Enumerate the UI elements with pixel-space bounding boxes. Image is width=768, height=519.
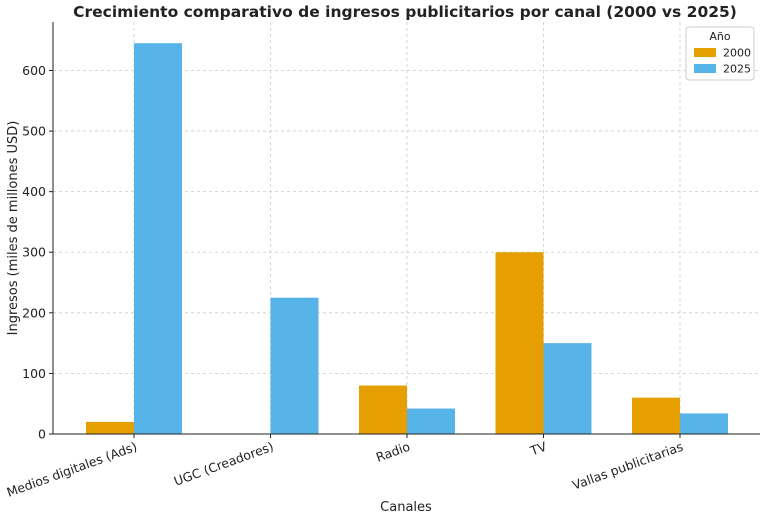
legend-swatch-2000 <box>694 48 716 57</box>
legend-swatch-2025 <box>694 64 716 73</box>
legend-items: 2000 2025 <box>694 47 751 76</box>
x-ticks: Medios digitales (Ads) UGC (Creadores) Rad… <box>5 434 685 500</box>
legend-title: Año <box>709 30 730 43</box>
bar-2000-4 <box>632 397 680 434</box>
x-tick-label: TV <box>527 439 549 459</box>
y-tick-label: 100 <box>22 366 46 381</box>
y-tick-label: 400 <box>22 184 46 199</box>
bar-2025-3 <box>543 343 592 434</box>
x-tick-label: UGC (Creadores) <box>172 439 276 489</box>
y-ticks: 0 100 200 300 400 500 600 <box>22 63 53 442</box>
chart-title: Crecimiento comparativo de ingresos publ… <box>73 3 737 21</box>
x-axis-label: Canales <box>380 500 432 515</box>
bar-2025-4 <box>680 413 728 434</box>
y-tick-label: 600 <box>22 63 46 78</box>
bar-2025-1 <box>270 297 319 434</box>
y-tick-label: 200 <box>22 305 46 320</box>
legend-label-2025: 2025 <box>723 63 751 76</box>
x-tick-label: Medios digitales (Ads) <box>5 439 139 500</box>
legend-label-2000: 2000 <box>723 47 751 60</box>
bar-2025-2 <box>407 408 455 434</box>
y-axis-label: Ingresos (miles de millones USD) <box>6 121 21 336</box>
bars <box>86 43 728 435</box>
y-tick-label: 0 <box>38 427 46 442</box>
bar-2000-3 <box>495 252 544 434</box>
y-tick-label: 300 <box>22 245 46 260</box>
x-tick-label: Radio <box>374 439 412 465</box>
legend: Año 2000 2025 <box>685 26 755 81</box>
x-tick-label: Vallas publicitarias <box>570 439 685 493</box>
y-tick-label: 500 <box>22 124 46 139</box>
bar-2000-0 <box>86 421 134 434</box>
bar-2025-0 <box>134 43 182 435</box>
bar-2000-2 <box>359 385 407 434</box>
